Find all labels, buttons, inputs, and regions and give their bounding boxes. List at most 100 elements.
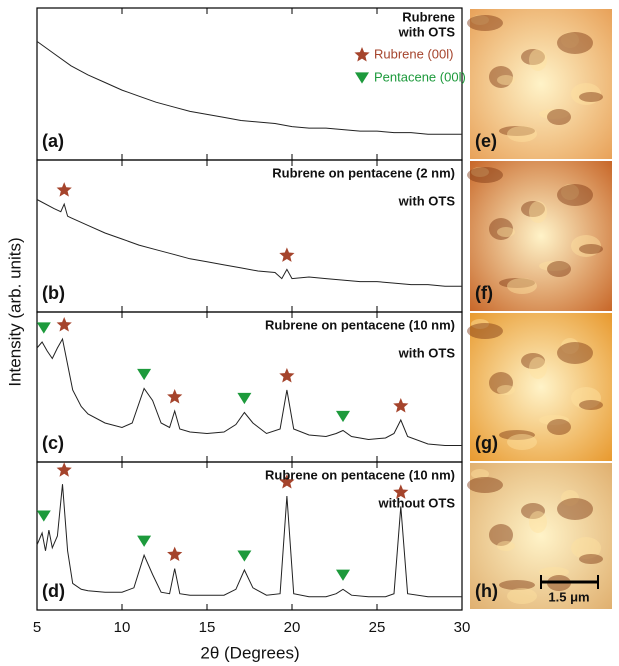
pentacene-marker [137, 368, 152, 381]
afm-texture [489, 218, 513, 240]
x-tick-label: 15 [199, 619, 216, 636]
afm-texture [539, 567, 569, 577]
afm-texture [529, 357, 547, 379]
pentacene-marker [355, 72, 369, 84]
scale-bar-label: 1.5 μm [548, 589, 589, 604]
afm-texture [497, 75, 515, 85]
afm-texture [579, 92, 603, 102]
pentacene-marker [36, 322, 51, 334]
image-label: (h) [475, 581, 498, 601]
afm-texture [547, 261, 571, 277]
afm-texture [561, 184, 579, 200]
afm-texture [489, 524, 513, 546]
panel-label: (d) [42, 581, 65, 601]
panel-annotation: without OTS [377, 495, 455, 510]
xrd-curve [36, 484, 462, 598]
afm-texture [539, 415, 569, 425]
panel-frame [36, 461, 463, 611]
afm-texture [547, 109, 571, 125]
afm-texture [557, 342, 593, 364]
afm-texture [497, 385, 515, 395]
rubrene-marker [393, 484, 409, 499]
afm-texture [571, 235, 601, 257]
rubrene-marker [279, 247, 295, 262]
pentacene-marker [137, 535, 152, 547]
x-tick-label: 10 [114, 619, 131, 636]
afm-texture [521, 353, 545, 369]
afm-texture [467, 167, 503, 183]
panel-annotation: with OTS [398, 345, 456, 360]
afm-texture [507, 126, 537, 142]
panel-annotation: Rubrene on pentacene (10 nm) [265, 467, 455, 482]
afm-texture [561, 338, 579, 354]
afm-texture [539, 109, 569, 119]
afm-texture [499, 278, 535, 288]
rubrene-marker [354, 47, 370, 62]
panel-frame [36, 159, 463, 313]
afm-texture [521, 503, 545, 519]
x-tick-label: 5 [33, 619, 41, 636]
panel-annotation: Rubrene on pentacene (2 nm) [272, 165, 455, 180]
afm-image [470, 9, 612, 159]
afm-texture [571, 387, 601, 409]
y-axis-label: Intensity (arb. units) [5, 237, 24, 386]
afm-texture [529, 49, 547, 71]
xrd-curve [36, 337, 462, 446]
afm-texture [471, 319, 489, 329]
afm-texture [547, 419, 571, 435]
afm-texture [571, 537, 601, 559]
afm-texture [499, 126, 535, 136]
afm-texture [507, 434, 537, 450]
panel-annotation: with OTS [398, 24, 456, 39]
pentacene-marker [36, 510, 51, 522]
rubrene-marker [167, 389, 183, 404]
panel-label: (a) [42, 131, 64, 151]
panel-annotation: with OTS [398, 193, 456, 208]
afm-texture [557, 184, 593, 206]
panel-label: (b) [42, 283, 65, 303]
rubrene-marker [279, 474, 295, 489]
afm-texture [497, 541, 515, 551]
afm-texture [499, 430, 535, 440]
afm-texture [561, 32, 579, 48]
afm-texture [557, 32, 593, 54]
afm-texture [507, 278, 537, 294]
afm-texture [471, 15, 489, 25]
afm-texture [521, 49, 545, 65]
panel-frame [36, 311, 463, 463]
afm-texture [497, 227, 515, 237]
panel-annotation: Rubrene [402, 9, 455, 24]
afm-texture [467, 477, 503, 493]
rubrene-marker [393, 398, 409, 413]
afm-texture [539, 261, 569, 271]
afm-texture [561, 490, 579, 506]
afm-texture [579, 244, 603, 254]
afm-texture [489, 66, 513, 88]
xrd-curve [36, 40, 462, 135]
afm-texture [467, 323, 503, 339]
pentacene-marker [237, 550, 252, 562]
afm-texture [467, 15, 503, 31]
xrd-curve [36, 199, 462, 287]
legend-label: Pentacene (00l) [374, 69, 466, 84]
legend-label: Rubrene (00l) [374, 46, 454, 61]
afm-texture [507, 588, 537, 604]
pentacene-marker [237, 392, 252, 405]
afm-texture [529, 511, 547, 533]
x-tick-label: 25 [369, 619, 386, 636]
rubrene-marker [167, 546, 183, 561]
image-label: (e) [475, 131, 497, 151]
x-tick-label: 30 [454, 619, 471, 636]
x-tick-label: 20 [284, 619, 301, 636]
afm-texture [529, 201, 547, 223]
afm-texture [557, 498, 593, 520]
pentacene-marker [336, 410, 350, 423]
rubrene-marker [279, 368, 295, 383]
afm-texture [579, 554, 603, 564]
afm-texture [579, 400, 603, 410]
afm-texture [521, 201, 545, 217]
image-label: (f) [475, 283, 493, 303]
pentacene-marker [336, 569, 350, 581]
afm-image [470, 161, 612, 311]
